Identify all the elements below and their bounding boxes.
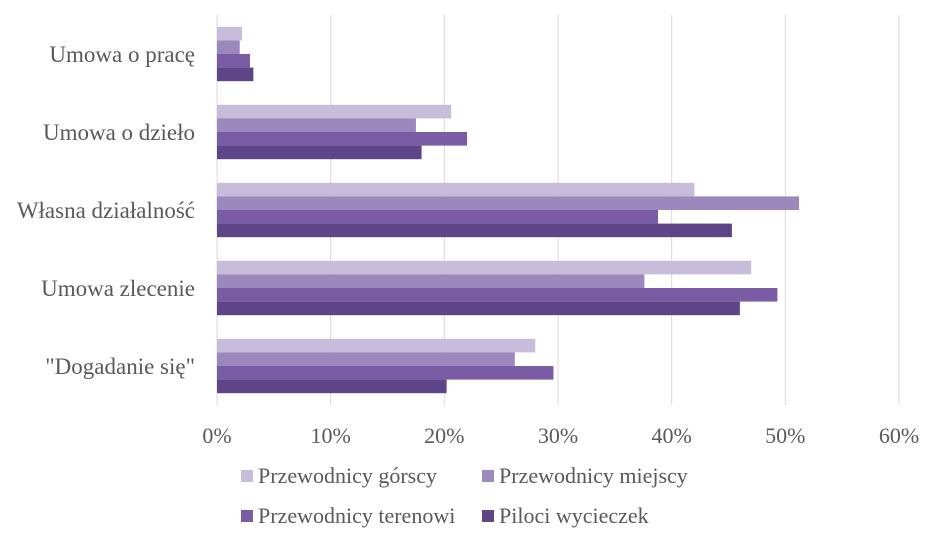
x-tick-label: 40% <box>652 423 692 448</box>
bar <box>217 352 515 366</box>
bar <box>217 104 452 119</box>
x-tick-label: 30% <box>538 423 578 448</box>
category-label: Umowa o pracę <box>49 42 195 67</box>
bar <box>217 40 240 54</box>
bars <box>217 26 799 394</box>
bar <box>217 260 752 275</box>
bar <box>217 54 250 68</box>
legend-label: Piloci wycieczek <box>499 503 649 528</box>
x-tick-label: 50% <box>765 423 805 448</box>
legend-label: Przewodnicy miejscy <box>499 463 688 488</box>
category-label: Umowa zlecenie <box>41 276 195 301</box>
bar <box>217 288 778 302</box>
legend-label: Przewodnicy terenowi <box>258 503 455 528</box>
bar <box>217 26 243 41</box>
bar <box>217 132 468 146</box>
category-labels: Umowa o pracę Umowa o dzieło Własna działa… <box>17 42 195 379</box>
category-label: "Dogadanie się" <box>45 354 195 379</box>
category-label: Umowa o dzieło <box>43 120 195 145</box>
legend-swatch <box>482 510 494 522</box>
legend-swatch <box>241 470 253 482</box>
bar <box>217 67 254 82</box>
legend-swatch <box>482 470 494 482</box>
bar <box>217 196 799 210</box>
legend-label: Przewodnicy górscy <box>258 463 437 488</box>
legend: Przewodnicy górscy Przewodnicy miejscy Prz… <box>241 463 688 528</box>
bar <box>217 379 447 394</box>
bar <box>217 223 732 238</box>
bar <box>217 210 659 224</box>
category-label: Własna działalność <box>17 198 195 223</box>
bar <box>217 182 695 197</box>
bar <box>217 274 645 288</box>
x-tick-label: 60% <box>879 423 919 448</box>
bar <box>217 366 554 380</box>
bar <box>217 301 740 316</box>
x-tick-labels: 0% 10% 20% 30% 40% 50% 60% <box>202 423 919 448</box>
bar <box>217 145 422 160</box>
x-tick-label: 0% <box>202 423 231 448</box>
x-tick-label: 20% <box>424 423 464 448</box>
bar <box>217 118 416 132</box>
legend-swatch <box>241 510 253 522</box>
x-tick-label: 10% <box>311 423 351 448</box>
bar <box>217 338 536 353</box>
